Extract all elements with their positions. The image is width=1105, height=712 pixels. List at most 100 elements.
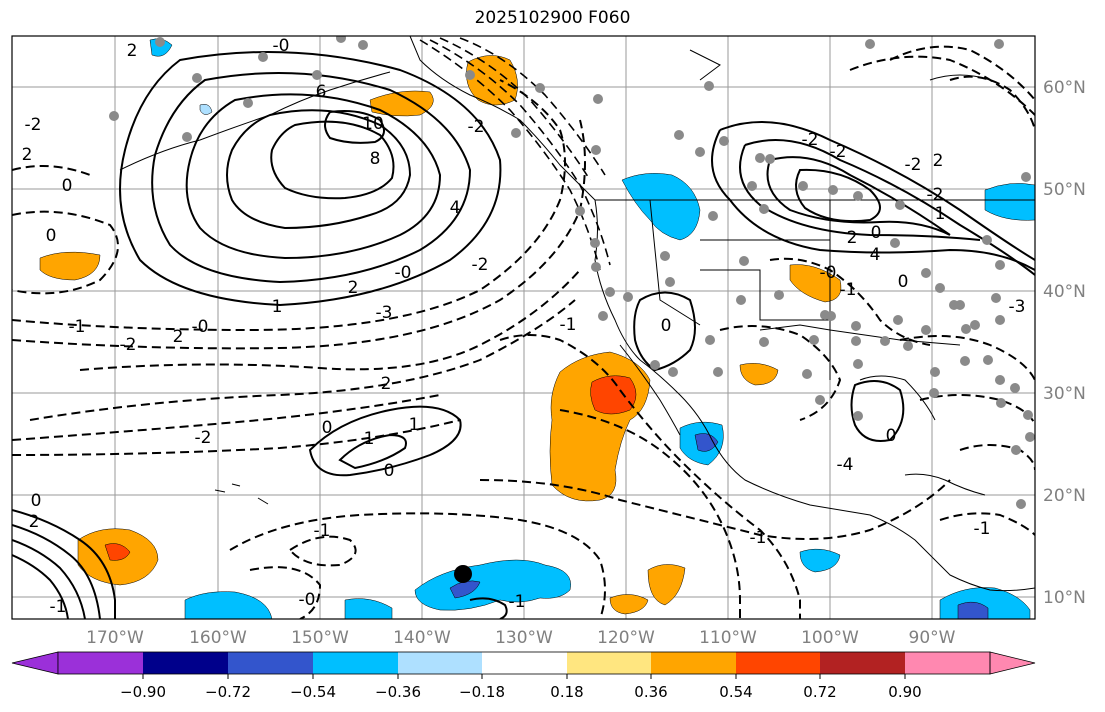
contour-label: -1 bbox=[50, 597, 67, 617]
contour-label: -2 bbox=[25, 115, 42, 135]
colorbar-segment bbox=[651, 652, 736, 674]
lon-label: 140°W bbox=[393, 628, 451, 648]
colorbar-segment bbox=[58, 652, 143, 674]
contour-label: 0 bbox=[384, 461, 395, 481]
lon-label: 160°W bbox=[189, 628, 247, 648]
lon-label: 170°W bbox=[86, 628, 144, 648]
contour-label: -0 bbox=[395, 263, 412, 283]
contour-label: 1 bbox=[409, 415, 420, 435]
shade-negative-pacific-nw bbox=[621, 173, 701, 241]
shade-negative-tropical bbox=[414, 559, 571, 611]
shade-negative-south-west bbox=[184, 591, 273, 619]
colorbar-tick-label: −0.90 bbox=[120, 683, 166, 701]
contour-label: -1 bbox=[509, 592, 526, 612]
shade-dark-negative-tropical bbox=[449, 580, 481, 599]
lat-label: 40°N bbox=[1043, 282, 1086, 302]
lat-label: 50°N bbox=[1043, 180, 1086, 200]
colorbar-tick-label: −0.18 bbox=[459, 683, 505, 701]
contour-label: 2 bbox=[173, 327, 184, 347]
colorbar-tick-label: 0.54 bbox=[719, 683, 752, 701]
shade-strong-baja bbox=[590, 375, 637, 415]
colorbar-segment bbox=[482, 652, 567, 674]
lon-label: 130°W bbox=[495, 628, 553, 648]
shade-negative-central-america bbox=[799, 548, 841, 573]
contour-label: 2 bbox=[381, 374, 392, 394]
contour-label: -2 bbox=[927, 185, 944, 205]
colorbar-segment bbox=[820, 652, 905, 674]
contour-label: -1 bbox=[69, 317, 86, 337]
contour-label: 0 bbox=[62, 176, 73, 196]
contour-label: -3 bbox=[376, 303, 393, 323]
colorbar-low-extend bbox=[11, 651, 59, 675]
lon-label: 150°W bbox=[291, 628, 349, 648]
contour-label: 10 bbox=[362, 114, 384, 134]
contour-label: -1 bbox=[750, 528, 767, 548]
contour-label: 0 bbox=[871, 223, 882, 243]
contour-label: 2 bbox=[29, 512, 40, 532]
station-dots bbox=[109, 36, 1035, 509]
shade-dark-negative-southeast bbox=[957, 601, 989, 619]
colorbar-segment bbox=[905, 652, 990, 674]
shade-negative-east bbox=[984, 183, 1035, 221]
colorbar-tick-label: −0.54 bbox=[290, 683, 336, 701]
contour-label: -4 bbox=[837, 455, 854, 475]
contour-label: -2 bbox=[905, 155, 922, 175]
contour-label: 4 bbox=[870, 245, 881, 265]
lon-label: 110°W bbox=[699, 628, 757, 648]
shade-light-negative-small bbox=[199, 104, 213, 115]
contour-label: -2 bbox=[802, 130, 819, 150]
shade-positive-west-pacific bbox=[39, 251, 101, 281]
contour-label: -1 bbox=[840, 280, 857, 300]
colorbar-tick-label: −0.72 bbox=[205, 683, 251, 701]
map-frame bbox=[11, 35, 1036, 620]
contour-label: 1 bbox=[935, 204, 946, 224]
colorbar-tick-label: 0.90 bbox=[888, 683, 921, 701]
contour-label: -1 bbox=[560, 315, 577, 335]
contour-label: 0 bbox=[322, 418, 333, 438]
shade-positive-south bbox=[609, 594, 649, 615]
contour-label: 1 bbox=[272, 297, 283, 317]
contour-label: 6 bbox=[316, 82, 327, 102]
colorbar-segment bbox=[313, 652, 398, 674]
colorbar-segment bbox=[398, 652, 482, 674]
latitude-labels: 60°N 50°N 40°N 30°N 20°N 10°N bbox=[1043, 78, 1086, 608]
colorbar-tick-label: 0.18 bbox=[550, 683, 583, 701]
storm-center-dot bbox=[454, 565, 472, 583]
contours-negative bbox=[12, 45, 1035, 619]
lon-label: 90°W bbox=[909, 628, 956, 648]
contour-label: 2 bbox=[127, 41, 138, 61]
lat-label: 10°N bbox=[1043, 588, 1086, 608]
contour-label: -2 bbox=[468, 117, 485, 137]
lon-label: 100°W bbox=[801, 628, 859, 648]
contour-label: 2 bbox=[847, 228, 858, 248]
contour-label: 0 bbox=[886, 426, 897, 446]
lat-label: 30°N bbox=[1043, 384, 1086, 404]
colorbar-tick-label: −0.36 bbox=[375, 683, 421, 701]
contour-label: -2 bbox=[120, 335, 137, 355]
shade-negative-south-central bbox=[344, 598, 393, 619]
contours-jet-bunch bbox=[419, 37, 611, 271]
contour-label: 0 bbox=[31, 491, 42, 511]
contour-label: -0 bbox=[192, 317, 209, 337]
contour-label: -0 bbox=[273, 36, 290, 56]
shade-positive-mexico bbox=[739, 363, 779, 386]
contour-label: -2 bbox=[830, 142, 847, 162]
contour-label: -0 bbox=[299, 590, 316, 610]
lat-label: 20°N bbox=[1043, 486, 1086, 506]
contour-label: -1 bbox=[974, 519, 991, 539]
contour-label: 2 bbox=[933, 151, 944, 171]
lat-label: 60°N bbox=[1043, 78, 1086, 98]
contour-label: 0 bbox=[898, 272, 909, 292]
contours-positive bbox=[12, 51, 1035, 619]
contour-label: -0 bbox=[820, 263, 837, 283]
shade-strong-hawaii-west bbox=[104, 543, 131, 561]
shade-dark-negative-mexico bbox=[694, 433, 719, 452]
contour-label: 4 bbox=[450, 198, 461, 218]
contour-label: 1 bbox=[364, 429, 375, 449]
contour-label: -2 bbox=[472, 255, 489, 275]
contour-label: 8 bbox=[370, 149, 381, 169]
colorbar-segment bbox=[736, 652, 820, 674]
shade-positive-east-pacific bbox=[647, 564, 686, 606]
longitude-labels: 170°W 160°W 150°W 140°W 130°W 120°W 110°… bbox=[86, 628, 956, 648]
